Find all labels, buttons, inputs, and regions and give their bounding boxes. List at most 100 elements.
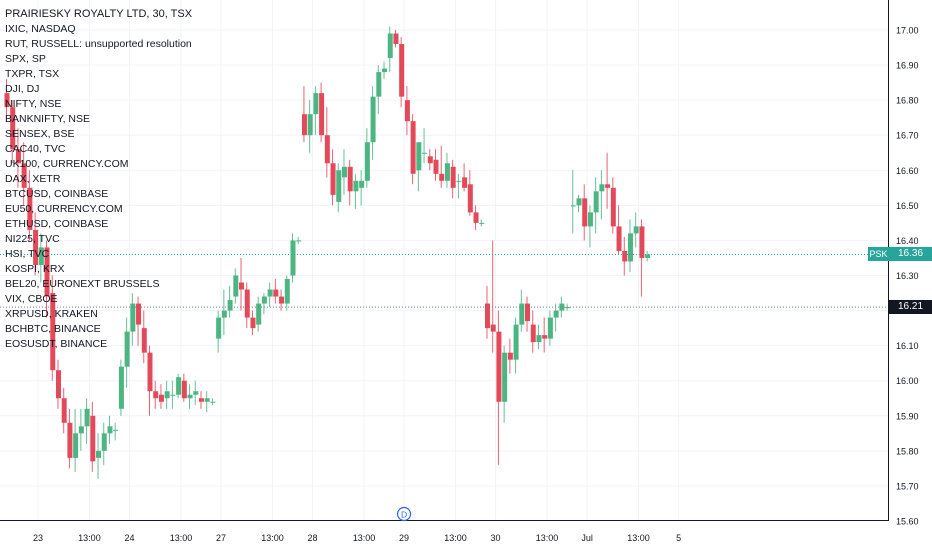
dividend-event[interactable]: D	[396, 506, 412, 522]
price-tick-label: 15.80	[896, 446, 919, 456]
legend-item[interactable]: TXPR, TSX	[5, 68, 60, 80]
candle-body	[479, 222, 485, 224]
candle-up	[364, 128, 370, 188]
candle-body	[170, 394, 176, 396]
price-tick-label: 16.40	[896, 236, 919, 246]
legend-item[interactable]: BTCUSD, COINBASE	[5, 188, 109, 200]
candle-up	[96, 433, 102, 479]
candle-body	[324, 135, 330, 164]
candle-body	[61, 398, 67, 423]
candle-body	[256, 303, 262, 325]
candle-down	[273, 279, 279, 304]
candle-up	[210, 398, 216, 406]
candle-body	[473, 212, 479, 223]
legend-item[interactable]: KOSPI, KRX	[5, 263, 65, 275]
horizontal-line-price-badge[interactable]: 16.21	[889, 300, 932, 315]
legend-item[interactable]: DJI, DJ	[5, 83, 40, 95]
candle-down	[33, 212, 39, 276]
candle-body	[542, 335, 548, 339]
candle-down	[10, 100, 16, 164]
candle-body	[290, 240, 296, 276]
candle-body	[422, 152, 428, 154]
candle-body	[627, 233, 633, 262]
legend-item[interactable]: SPX, SP	[5, 53, 46, 65]
candle-down	[90, 401, 96, 472]
candle-body	[616, 226, 622, 251]
candle-body	[204, 398, 210, 402]
legend-item[interactable]: CAC40, TVC	[5, 143, 66, 155]
candle-body	[576, 198, 582, 206]
candle-down	[610, 177, 616, 234]
candle-up	[256, 296, 262, 332]
legend-item[interactable]: EOSUSDT, BINANCE	[5, 338, 108, 350]
price-tick-label: 16.90	[896, 61, 919, 71]
candle-body	[347, 166, 353, 192]
time-tick-label: 24	[124, 533, 134, 543]
candle-up	[570, 170, 576, 234]
candle-up	[645, 250, 651, 262]
candle-down	[4, 79, 10, 122]
candle-body	[393, 33, 399, 45]
candle-up	[73, 408, 79, 472]
candle-up	[633, 212, 639, 248]
candle-down	[622, 236, 628, 276]
candle-body	[341, 166, 347, 178]
legend-item[interactable]: HSI, TVC	[5, 248, 50, 260]
candle-down	[393, 30, 399, 48]
candle-down	[147, 345, 153, 416]
legend-item[interactable]: RUT, RUSSELL: unsupported resolution	[5, 38, 192, 50]
legend-item[interactable]: XRPUSD, KRAKEN	[5, 308, 98, 320]
legend-item[interactable]: ETHUSD, COINBASE	[5, 218, 109, 230]
candle-body	[147, 352, 153, 392]
candle-body	[181, 380, 187, 399]
candle-body	[376, 72, 382, 97]
candle-up	[479, 219, 485, 227]
candle-body	[198, 398, 204, 402]
candle-body	[101, 433, 107, 451]
candle-body	[404, 100, 410, 122]
legend-item[interactable]: DAX, XETR	[5, 173, 61, 185]
legend-item[interactable]: VIX, CBOE	[5, 293, 58, 305]
legend-item[interactable]: BEL20, EURONEXT BRUSSELS	[5, 278, 160, 290]
candle-up	[296, 236, 302, 244]
time-tick-label: 13:00	[261, 533, 284, 543]
price-tick-label: 15.60	[896, 517, 919, 527]
time-axis[interactable]: 23 13:00 24 13:00 27 13:00 28 13:00 29 13:00 30 13:…	[0, 520, 889, 550]
candle-down	[153, 380, 159, 409]
legend-item[interactable]: SENSEX, BSE	[5, 128, 75, 140]
candle-down	[473, 205, 479, 230]
legend-item[interactable]: NI225, TVC	[5, 233, 60, 245]
candle-down	[484, 286, 490, 339]
candle-body	[73, 433, 79, 458]
candle-up	[353, 173, 359, 209]
candle-up	[233, 268, 239, 304]
candle-body	[27, 187, 33, 230]
candle-down	[239, 257, 245, 311]
candle-body	[645, 254, 651, 258]
chart-title[interactable]: PRAIRIESKY ROYALTY LTD, 30, TSX	[5, 8, 193, 20]
candle-down	[490, 240, 496, 353]
legend-item[interactable]: NIFTY, NSE	[5, 98, 62, 110]
legend-item[interactable]: IXIC, NASDAQ	[5, 23, 76, 35]
legend-item[interactable]: UK100, CURRENCY.COM	[5, 158, 129, 170]
candle-body	[622, 250, 628, 262]
price-axis[interactable]: 15.6015.7015.8015.9016.0016.1016.2016.30…	[888, 0, 932, 550]
candle-body	[370, 96, 376, 143]
candle-down	[250, 310, 256, 336]
candle-body	[416, 142, 422, 171]
candle-up	[456, 173, 462, 199]
legend-item[interactable]: BCHBTC, BINANCE	[5, 323, 101, 335]
candle-up	[216, 310, 222, 353]
legend-item[interactable]: BANKNIFTY, NSE	[5, 113, 90, 125]
time-axis-bg	[0, 521, 888, 550]
candle-down	[158, 384, 164, 409]
candle-down	[462, 163, 468, 192]
candle-up	[553, 303, 559, 332]
candle-down	[639, 219, 645, 297]
comparison-symbol-list: IXIC, NASDAQ RUT, RUSSELL: unsupported re…	[5, 22, 192, 352]
candle-body	[484, 303, 490, 329]
legend-item[interactable]: EU50, CURRENCY.COM	[5, 203, 123, 215]
candle-body	[307, 114, 313, 136]
candle-body	[273, 289, 279, 297]
